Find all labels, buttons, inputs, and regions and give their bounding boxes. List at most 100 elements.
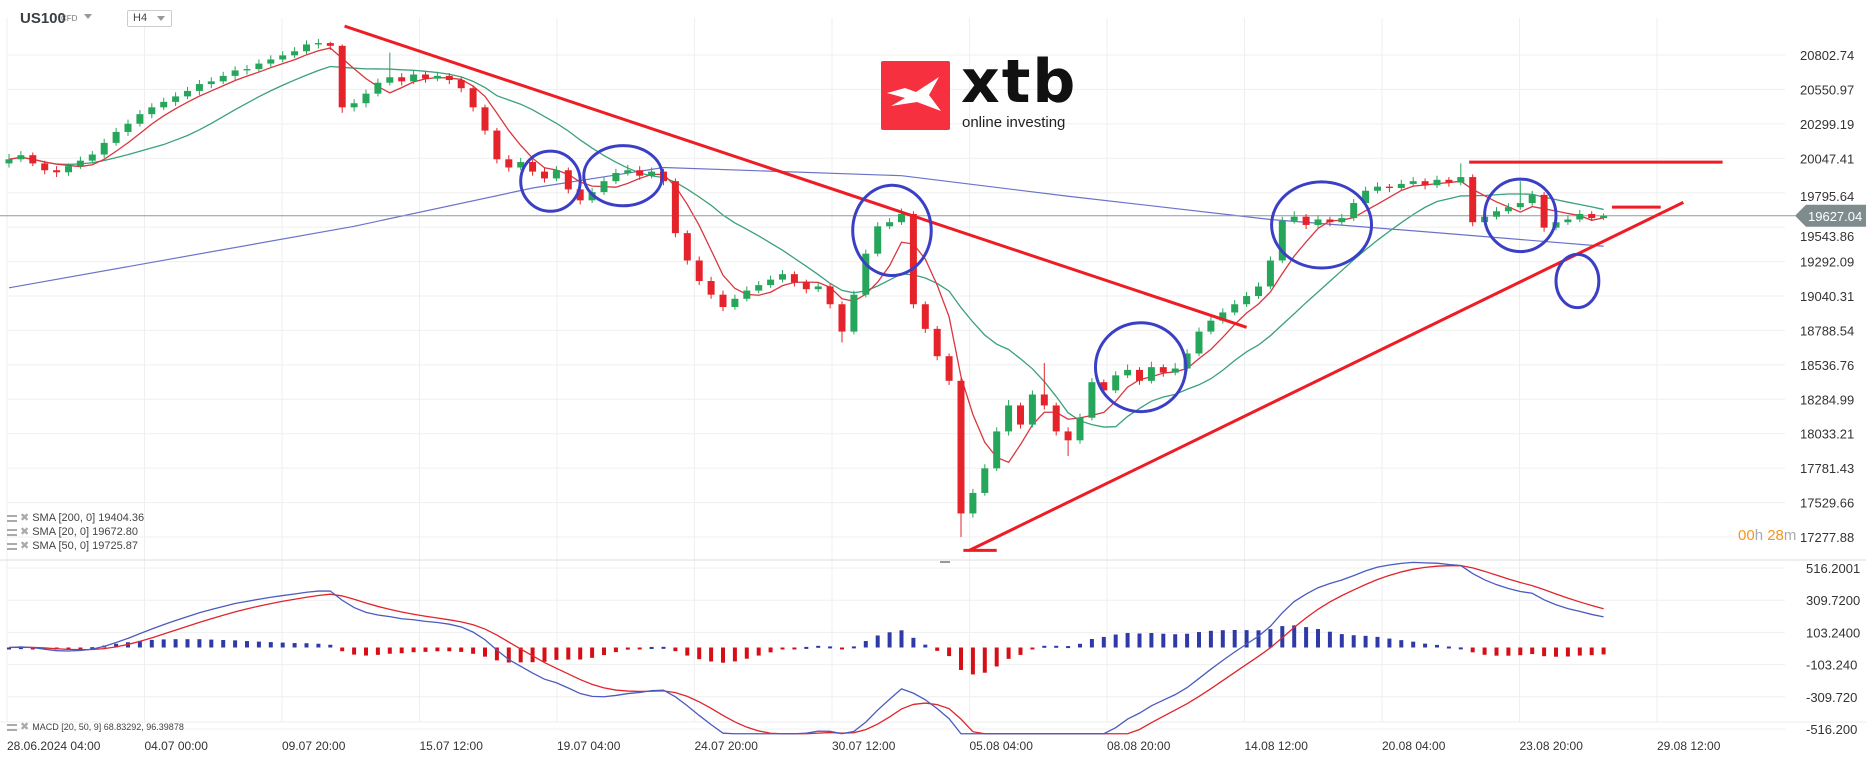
- candle-body: [552, 170, 560, 179]
- candle: [291, 47, 299, 59]
- candle-body: [1052, 405, 1060, 432]
- price-tick-label: 20802.74: [1800, 48, 1854, 63]
- macd-signal-line: [8, 565, 1604, 735]
- candle: [838, 301, 846, 343]
- macd-histogram-bar: [1220, 630, 1225, 648]
- macd-histogram-bar: [1589, 647, 1594, 656]
- candle-body: [564, 170, 572, 190]
- macd-histogram-bar: [304, 643, 309, 648]
- macd-histogram-bar: [197, 639, 202, 648]
- time-tick-label: 19.07 04:00: [557, 739, 621, 753]
- candle: [1445, 177, 1453, 187]
- macd-line: [8, 561, 1604, 735]
- settings-list-icon[interactable]: [7, 724, 17, 732]
- candle-body: [445, 75, 453, 80]
- macd-tick-label: -309.720: [1806, 690, 1857, 705]
- candle-body: [314, 43, 322, 45]
- macd-histogram-bar: [982, 647, 987, 673]
- time-tick-label: 28.06.2024 04:00: [7, 739, 101, 753]
- remove-x-icon[interactable]: ✖: [20, 540, 30, 552]
- candle: [53, 166, 61, 178]
- macd-histogram-bar: [1256, 630, 1261, 648]
- macd-histogram-bar: [411, 647, 416, 653]
- candle: [88, 151, 96, 164]
- candle: [850, 290, 858, 335]
- settings-list-icon[interactable]: [7, 528, 17, 536]
- candle: [1040, 363, 1048, 410]
- remove-x-icon[interactable]: ✖: [20, 526, 30, 538]
- macd-histogram-bar: [554, 647, 559, 660]
- candle-body: [648, 171, 656, 176]
- candle-body: [1564, 219, 1572, 223]
- macd-histogram-bar: [1054, 645, 1059, 648]
- candle: [993, 427, 1001, 472]
- macd-histogram-bar: [602, 647, 606, 656]
- candle: [207, 77, 215, 89]
- candle: [469, 85, 477, 112]
- candle-body: [100, 142, 108, 155]
- candle: [933, 326, 941, 361]
- macd-histogram-bar: [1411, 641, 1416, 648]
- macd-histogram-bar: [1006, 647, 1011, 659]
- candle: [564, 167, 572, 194]
- symbol-selector[interactable]: US100: [20, 10, 66, 27]
- candle: [767, 275, 775, 288]
- macd-histogram-bar: [840, 647, 844, 650]
- candle: [1540, 192, 1548, 232]
- macd-histogram-bar: [1470, 647, 1475, 653]
- sma200-line: [8, 166, 1604, 289]
- legend-macd[interactable]: ✖ MACD [20, 50, 9] 68.83292, 96.39878: [7, 722, 184, 733]
- candle-body: [874, 226, 882, 254]
- candle-body: [1017, 405, 1024, 425]
- settings-list-icon[interactable]: [7, 542, 17, 550]
- legend-text: SMA [200, 0] 19404.36: [32, 512, 145, 524]
- candle-body: [1588, 213, 1596, 219]
- macd-histogram-bar: [1518, 647, 1523, 656]
- legend-sma200[interactable]: ✖ SMA [200, 0] 19404.36: [7, 512, 144, 525]
- candle-body: [1528, 194, 1536, 204]
- macd-histogram-bar: [1339, 634, 1344, 648]
- macd-histogram-bar: [1577, 647, 1582, 656]
- candle-body: [1409, 181, 1417, 184]
- macd-histogram-bar: [673, 647, 678, 652]
- chevron-down-icon: [157, 16, 165, 21]
- candle-body: [17, 155, 25, 160]
- time-tick-label: 29.08 12:00: [1657, 739, 1721, 753]
- candle-body: [219, 75, 227, 82]
- macd-histogram-bar: [1173, 634, 1178, 648]
- candle: [1124, 364, 1132, 379]
- candle-body: [1433, 179, 1441, 186]
- settings-list-icon[interactable]: [7, 514, 17, 522]
- candle-body: [433, 75, 441, 79]
- candle: [1338, 213, 1346, 225]
- candle-body: [481, 107, 489, 131]
- symbol-dropdown-icon[interactable]: [84, 14, 92, 19]
- macd-histogram-bar: [935, 647, 940, 651]
- macd-histogram-bar: [899, 630, 904, 648]
- time-tick-label: 30.07 12:00: [832, 739, 896, 753]
- remove-x-icon[interactable]: ✖: [20, 721, 30, 733]
- legend-sma50[interactable]: ✖ SMA [50, 0] 19725.87: [7, 540, 138, 553]
- price-tick-label: 18284.99: [1800, 392, 1854, 407]
- candle: [1076, 413, 1084, 444]
- logo-x-icon: [887, 77, 941, 111]
- macd-histogram-bar: [566, 647, 571, 660]
- macd-histogram-bar: [1458, 647, 1463, 650]
- macd-histogram-bar: [625, 647, 630, 650]
- timeframe-select[interactable]: H4: [127, 10, 172, 27]
- macd-histogram-bar: [1113, 634, 1118, 648]
- candle-body: [65, 166, 72, 173]
- macd-histogram-bar: [780, 647, 785, 650]
- macd-histogram-bar: [364, 647, 368, 656]
- legend-sma20[interactable]: ✖ SMA [20, 0] 19672.80: [7, 526, 138, 539]
- candle: [1374, 182, 1381, 194]
- logo-tagline: online investing: [962, 114, 1066, 131]
- candle-body: [1088, 382, 1096, 418]
- candle-body: [731, 298, 739, 307]
- candle-body: [195, 84, 203, 91]
- logo-mark: [881, 61, 950, 130]
- candle: [624, 164, 632, 176]
- legend-text: SMA [50, 0] 19725.87: [32, 540, 139, 552]
- remove-x-icon[interactable]: ✖: [20, 512, 30, 524]
